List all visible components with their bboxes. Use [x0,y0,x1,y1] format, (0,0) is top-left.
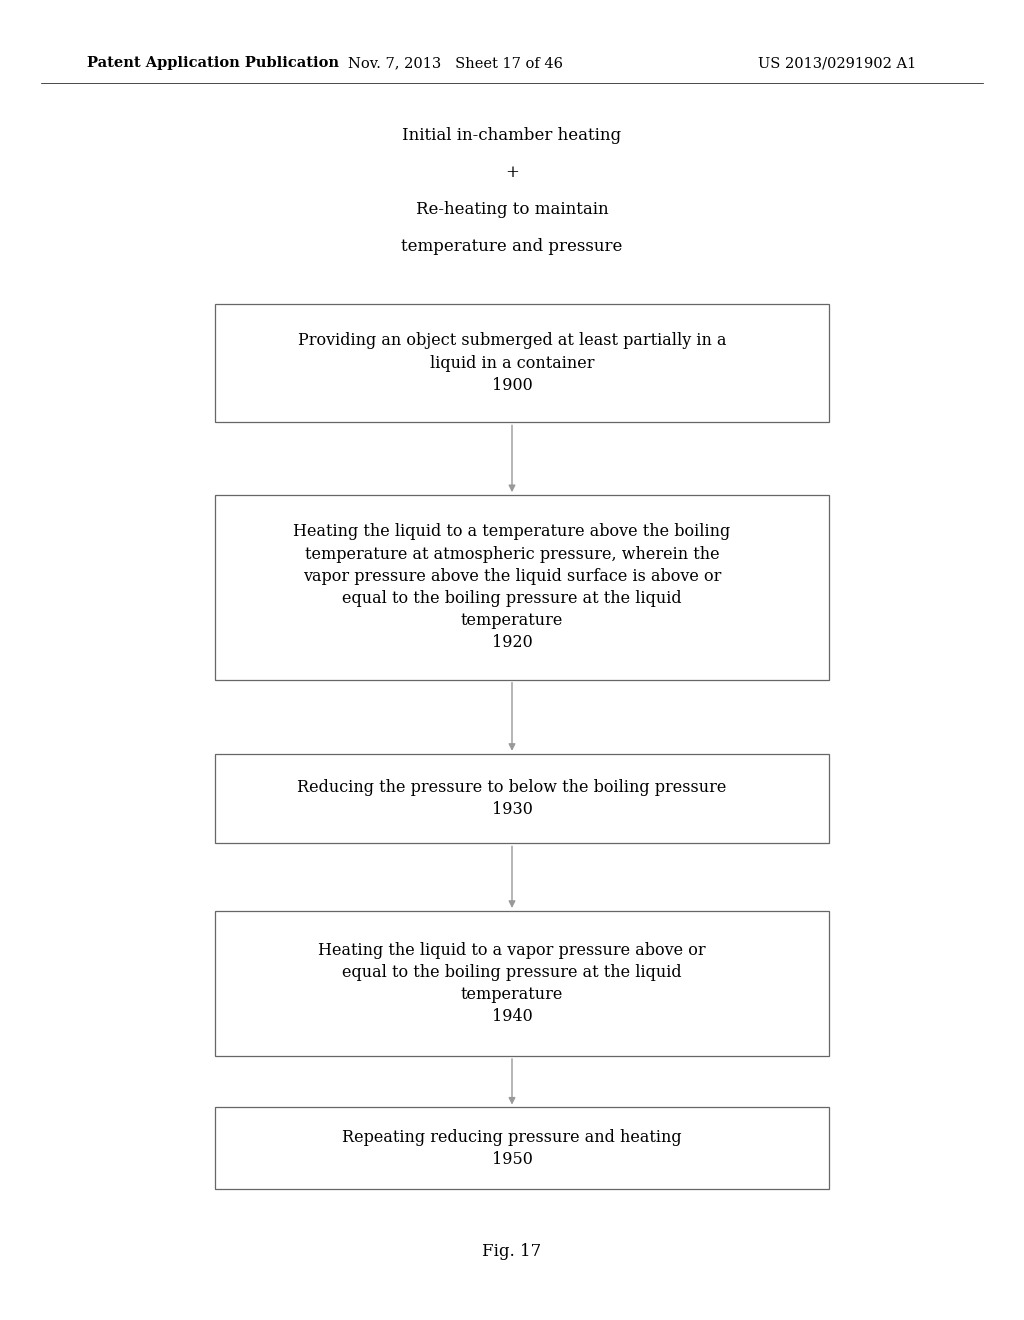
Text: temperature and pressure: temperature and pressure [401,239,623,255]
FancyBboxPatch shape [215,911,829,1056]
Text: Nov. 7, 2013   Sheet 17 of 46: Nov. 7, 2013 Sheet 17 of 46 [348,57,563,70]
FancyArrowPatch shape [509,425,515,491]
Text: Patent Application Publication: Patent Application Publication [87,57,339,70]
Text: Repeating reducing pressure and heating
1950: Repeating reducing pressure and heating … [342,1129,682,1168]
Text: Heating the liquid to a temperature above the boiling
temperature at atmospheric: Heating the liquid to a temperature abov… [293,524,731,651]
Text: Initial in-chamber heating: Initial in-chamber heating [402,128,622,144]
Text: Fig. 17: Fig. 17 [482,1243,542,1259]
Text: Providing an object submerged at least partially in a
liquid in a container
1900: Providing an object submerged at least p… [298,333,726,393]
Text: US 2013/0291902 A1: US 2013/0291902 A1 [758,57,916,70]
FancyBboxPatch shape [215,754,829,843]
FancyBboxPatch shape [215,304,829,422]
Text: Re-heating to maintain: Re-heating to maintain [416,202,608,218]
Text: Reducing the pressure to below the boiling pressure
1930: Reducing the pressure to below the boili… [297,779,727,818]
FancyArrowPatch shape [509,682,515,750]
FancyArrowPatch shape [509,846,515,907]
FancyBboxPatch shape [215,495,829,680]
Text: +: + [505,165,519,181]
FancyArrowPatch shape [509,1059,515,1104]
FancyBboxPatch shape [215,1107,829,1189]
Text: Heating the liquid to a vapor pressure above or
equal to the boiling pressure at: Heating the liquid to a vapor pressure a… [318,941,706,1026]
